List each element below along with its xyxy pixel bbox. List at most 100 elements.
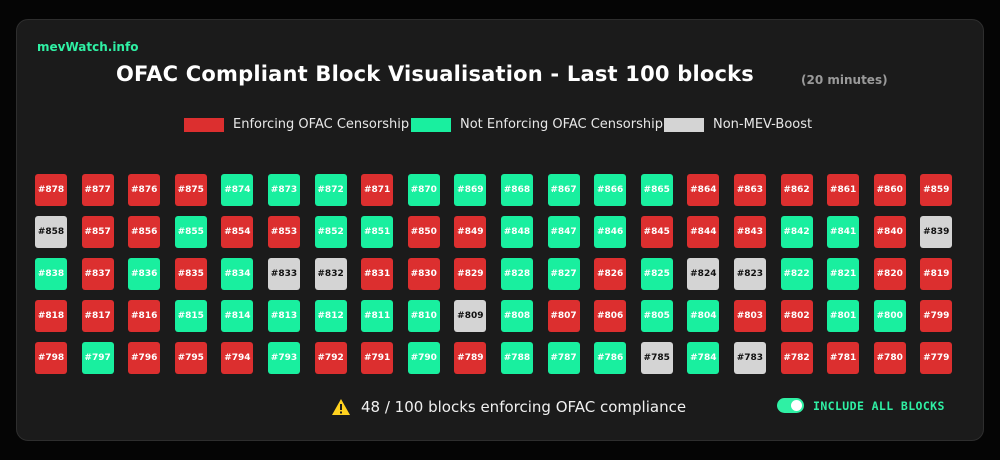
- block-821[interactable]: #821: [827, 258, 860, 290]
- block-876[interactable]: #876: [128, 174, 161, 206]
- block-825[interactable]: #825: [640, 258, 673, 290]
- block-779[interactable]: #779: [920, 342, 953, 374]
- toggle-switch[interactable]: [777, 398, 804, 413]
- block-848[interactable]: #848: [500, 216, 533, 248]
- block-874[interactable]: #874: [221, 174, 254, 206]
- block-870[interactable]: #870: [407, 174, 440, 206]
- block-837[interactable]: #837: [81, 258, 114, 290]
- block-871[interactable]: #871: [361, 174, 394, 206]
- block-839[interactable]: #839: [920, 216, 953, 248]
- block-854[interactable]: #854: [221, 216, 254, 248]
- block-826[interactable]: #826: [594, 258, 627, 290]
- block-820[interactable]: #820: [873, 258, 906, 290]
- block-819[interactable]: #819: [920, 258, 953, 290]
- block-804[interactable]: #804: [687, 300, 720, 332]
- toggle-label[interactable]: INCLUDE ALL BLOCKS: [813, 398, 945, 413]
- block-862[interactable]: #862: [780, 174, 813, 206]
- block-838[interactable]: #838: [35, 258, 67, 290]
- block-813[interactable]: #813: [267, 300, 300, 332]
- block-867[interactable]: #867: [547, 174, 580, 206]
- block-799[interactable]: #799: [920, 300, 953, 332]
- block-836[interactable]: #836: [128, 258, 161, 290]
- block-789[interactable]: #789: [454, 342, 487, 374]
- include-all-blocks-toggle[interactable]: INCLUDE ALL BLOCKS: [777, 398, 945, 413]
- block-781[interactable]: #781: [827, 342, 860, 374]
- block-853[interactable]: #853: [267, 216, 300, 248]
- block-790[interactable]: #790: [407, 342, 440, 374]
- block-791[interactable]: #791: [361, 342, 394, 374]
- block-811[interactable]: #811: [361, 300, 394, 332]
- block-852[interactable]: #852: [314, 216, 347, 248]
- block-817[interactable]: #817: [81, 300, 114, 332]
- block-806[interactable]: #806: [594, 300, 627, 332]
- block-869[interactable]: #869: [454, 174, 487, 206]
- block-846[interactable]: #846: [594, 216, 627, 248]
- block-808[interactable]: #808: [500, 300, 533, 332]
- block-863[interactable]: #863: [733, 174, 766, 206]
- block-856[interactable]: #856: [128, 216, 161, 248]
- block-783[interactable]: #783: [733, 342, 766, 374]
- block-824[interactable]: #824: [687, 258, 720, 290]
- block-855[interactable]: #855: [174, 216, 207, 248]
- block-860[interactable]: #860: [873, 174, 906, 206]
- block-865[interactable]: #865: [640, 174, 673, 206]
- site-name[interactable]: mevWatch.info: [37, 40, 139, 54]
- block-816[interactable]: #816: [128, 300, 161, 332]
- block-795[interactable]: #795: [174, 342, 207, 374]
- block-832[interactable]: #832: [314, 258, 347, 290]
- block-840[interactable]: #840: [873, 216, 906, 248]
- block-793[interactable]: #793: [267, 342, 300, 374]
- block-805[interactable]: #805: [640, 300, 673, 332]
- block-782[interactable]: #782: [780, 342, 813, 374]
- block-868[interactable]: #868: [500, 174, 533, 206]
- block-784[interactable]: #784: [687, 342, 720, 374]
- block-864[interactable]: #864: [687, 174, 720, 206]
- block-851[interactable]: #851: [361, 216, 394, 248]
- block-861[interactable]: #861: [827, 174, 860, 206]
- block-875[interactable]: #875: [174, 174, 207, 206]
- block-845[interactable]: #845: [640, 216, 673, 248]
- block-831[interactable]: #831: [361, 258, 394, 290]
- block-787[interactable]: #787: [547, 342, 580, 374]
- block-829[interactable]: #829: [454, 258, 487, 290]
- block-847[interactable]: #847: [547, 216, 580, 248]
- block-802[interactable]: #802: [780, 300, 813, 332]
- block-841[interactable]: #841: [827, 216, 860, 248]
- block-800[interactable]: #800: [873, 300, 906, 332]
- block-785[interactable]: #785: [640, 342, 673, 374]
- block-803[interactable]: #803: [733, 300, 766, 332]
- block-834[interactable]: #834: [221, 258, 254, 290]
- block-798[interactable]: #798: [35, 342, 67, 374]
- block-830[interactable]: #830: [407, 258, 440, 290]
- block-873[interactable]: #873: [267, 174, 300, 206]
- block-835[interactable]: #835: [174, 258, 207, 290]
- block-788[interactable]: #788: [500, 342, 533, 374]
- block-878[interactable]: #878: [35, 174, 67, 206]
- block-849[interactable]: #849: [454, 216, 487, 248]
- block-814[interactable]: #814: [221, 300, 254, 332]
- block-850[interactable]: #850: [407, 216, 440, 248]
- block-812[interactable]: #812: [314, 300, 347, 332]
- block-858[interactable]: #858: [35, 216, 67, 248]
- block-857[interactable]: #857: [81, 216, 114, 248]
- block-827[interactable]: #827: [547, 258, 580, 290]
- block-842[interactable]: #842: [780, 216, 813, 248]
- block-815[interactable]: #815: [174, 300, 207, 332]
- block-818[interactable]: #818: [35, 300, 67, 332]
- block-822[interactable]: #822: [780, 258, 813, 290]
- block-844[interactable]: #844: [687, 216, 720, 248]
- block-877[interactable]: #877: [81, 174, 114, 206]
- block-810[interactable]: #810: [407, 300, 440, 332]
- block-872[interactable]: #872: [314, 174, 347, 206]
- block-807[interactable]: #807: [547, 300, 580, 332]
- block-828[interactable]: #828: [500, 258, 533, 290]
- block-792[interactable]: #792: [314, 342, 347, 374]
- block-780[interactable]: #780: [873, 342, 906, 374]
- block-797[interactable]: #797: [81, 342, 114, 374]
- block-801[interactable]: #801: [827, 300, 860, 332]
- block-823[interactable]: #823: [733, 258, 766, 290]
- block-866[interactable]: #866: [594, 174, 627, 206]
- block-809[interactable]: #809: [454, 300, 487, 332]
- block-786[interactable]: #786: [594, 342, 627, 374]
- block-796[interactable]: #796: [128, 342, 161, 374]
